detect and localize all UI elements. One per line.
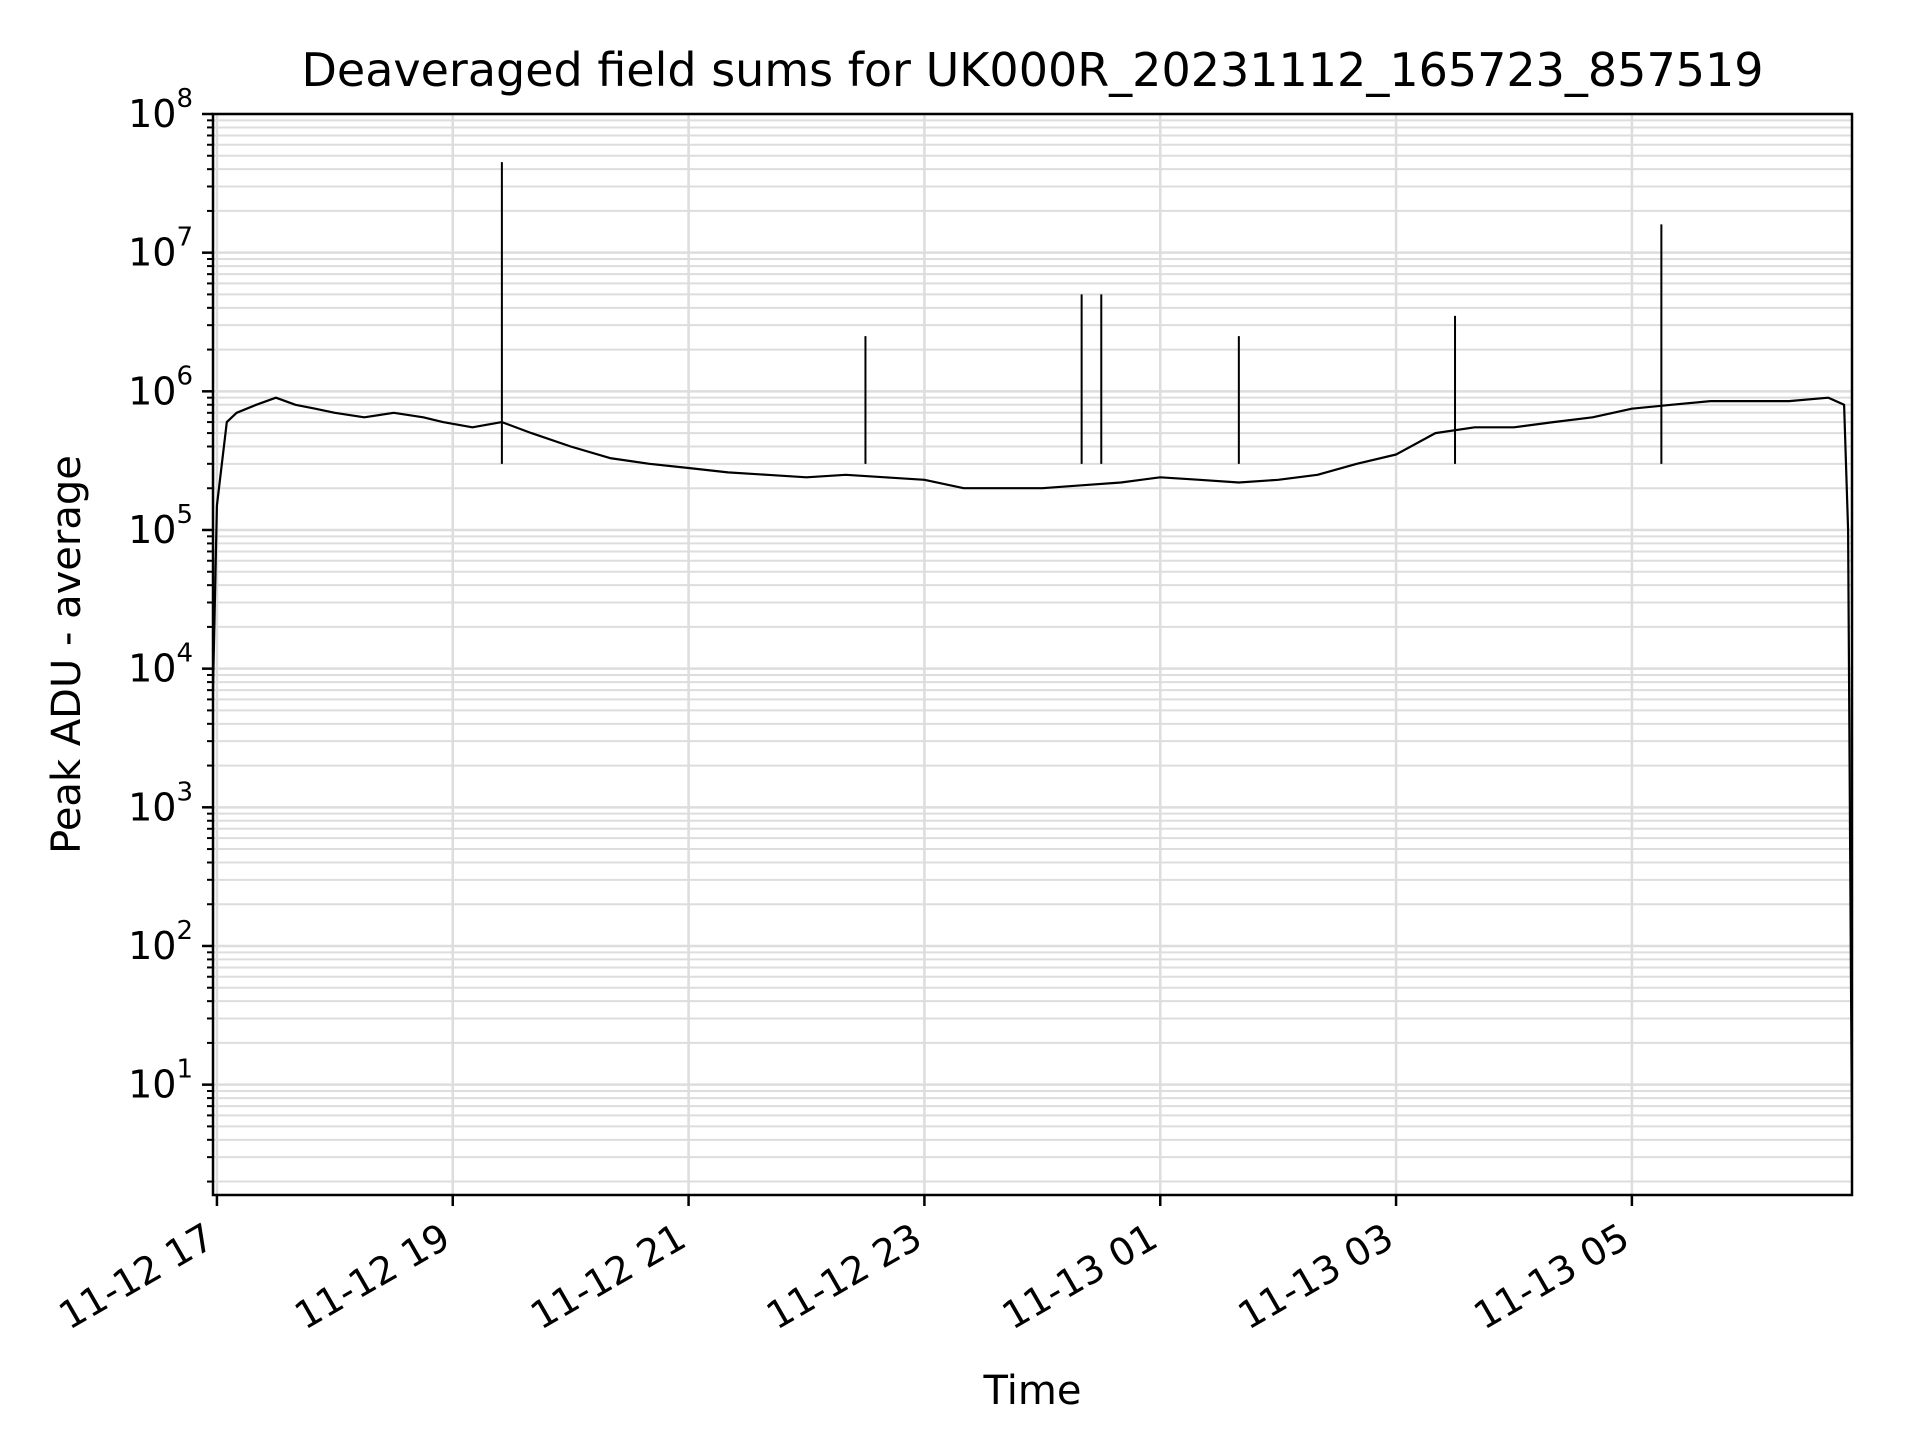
y-tick-label: 102 — [128, 916, 193, 968]
y-tick-label: 105 — [128, 500, 193, 552]
x-axis-label: Time — [983, 1368, 1082, 1414]
y-tick-label: 108 — [128, 84, 193, 136]
plot-frame — [211, 112, 1854, 1197]
y-tick-label: 104 — [128, 639, 193, 691]
y-tick-label: 101 — [128, 1055, 193, 1107]
data-line — [211, 396, 1854, 1140]
y-tick-label: 106 — [128, 361, 193, 413]
y-axis-label: Peak ADU - average — [44, 455, 90, 854]
chart-title: Deaveraged field sums for UK000R_2023111… — [301, 43, 1763, 97]
data-layer — [211, 162, 1854, 1140]
y-tick-label: 107 — [128, 223, 193, 275]
y-tick-label: 103 — [128, 777, 193, 829]
